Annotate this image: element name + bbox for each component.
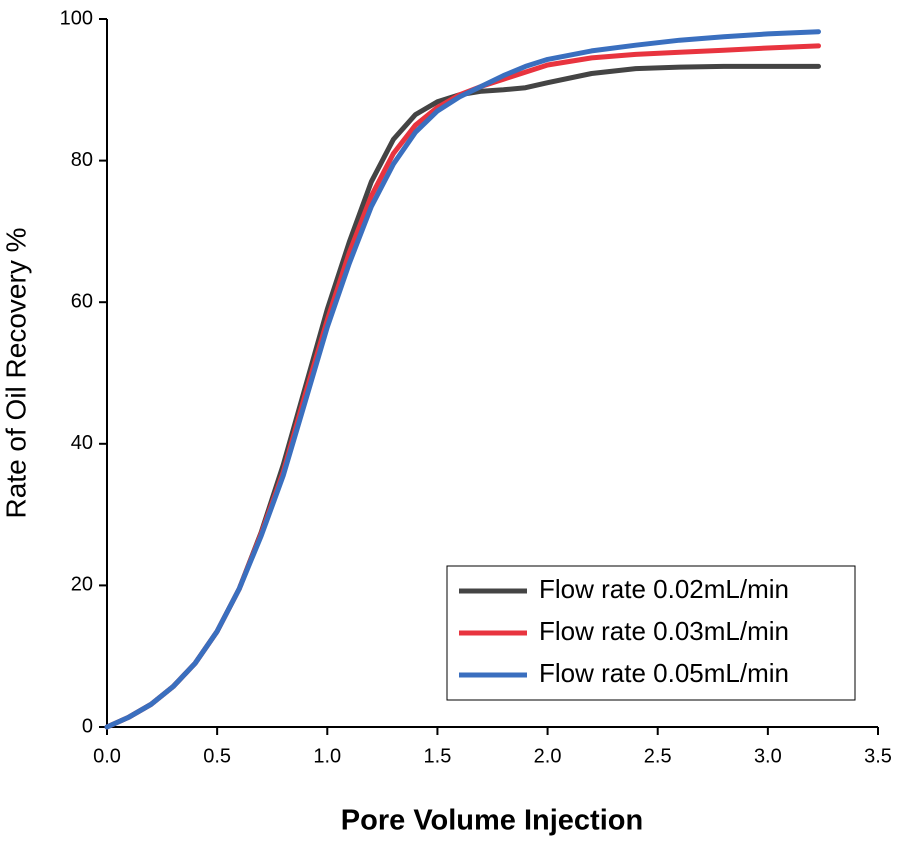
x-tick-label: 1.0 — [313, 745, 341, 767]
x-tick-label: 3.0 — [754, 745, 782, 767]
x-tick-label: 2.5 — [644, 745, 672, 767]
x-tick-label: 3.5 — [864, 745, 892, 767]
x-tick-label: 0.5 — [203, 745, 231, 767]
x-tick-label: 0.0 — [93, 745, 121, 767]
x-tick-label: 1.5 — [424, 745, 452, 767]
y-tick-label: 0 — [82, 715, 93, 737]
x-axis-label: Pore Volume Injection — [341, 805, 643, 837]
legend-label: Flow rate 0.03mL/min — [539, 616, 789, 646]
y-tick-label: 20 — [71, 574, 93, 596]
y-tick-label: 100 — [60, 7, 93, 29]
legend-label: Flow rate 0.02mL/min — [539, 574, 789, 604]
y-tick-label: 80 — [71, 149, 93, 171]
y-axis-label: Rate of Oil Recovery % — [0, 228, 31, 519]
line-series — [104, 29, 821, 730]
x-tick-label: 2.0 — [534, 745, 562, 767]
y-tick-label: 40 — [71, 432, 93, 454]
legend-label: Flow rate 0.05mL/min — [539, 658, 789, 688]
y-tick-label: 60 — [71, 290, 93, 312]
